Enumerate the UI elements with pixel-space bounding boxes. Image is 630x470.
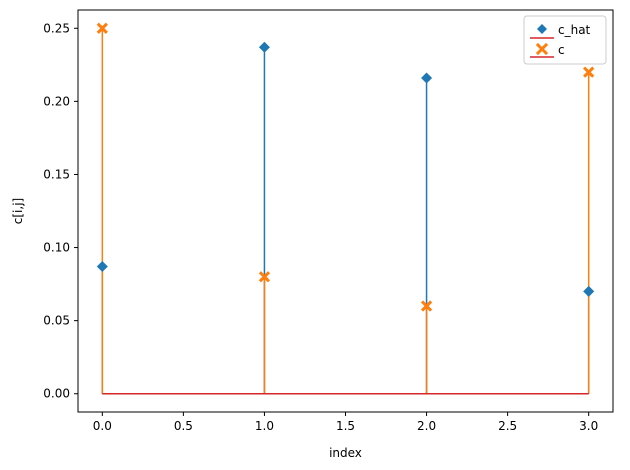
x-axis-ticks: 0.0 0.5 1.0 1.5 2.0 2.5 3.0 xyxy=(93,412,598,433)
y-tick-label: 0.10 xyxy=(43,241,70,255)
stem-lines xyxy=(101,28,590,394)
marker-c_hat-1 xyxy=(258,41,270,53)
x-tick-label: 1.5 xyxy=(336,419,355,433)
x-tick-label: 2.5 xyxy=(498,419,517,433)
marker-c-2 xyxy=(420,300,433,312)
y-axis-label: c[i,j] xyxy=(11,198,25,224)
legend: c_hat c xyxy=(523,15,607,65)
x-tick-label: 2.0 xyxy=(417,419,436,433)
plot-frame xyxy=(77,9,614,413)
x-tick-label: 1.0 xyxy=(255,419,274,433)
x-tick-label: 3.0 xyxy=(579,419,598,433)
marker-c_hat-0 xyxy=(96,261,108,273)
legend-chat-label: c_hat xyxy=(558,23,591,37)
y-tick-label: 0.20 xyxy=(43,94,70,108)
x-tick-label: 0.5 xyxy=(174,419,193,433)
legend-c-marker xyxy=(535,42,549,56)
marker-c-3 xyxy=(583,66,595,78)
data-markers xyxy=(96,22,595,312)
marker-c-1 xyxy=(258,271,271,283)
y-tick-label: 0.15 xyxy=(43,167,70,181)
y-tick-label: 0.00 xyxy=(43,387,70,401)
marker-c_hat-2 xyxy=(421,72,433,84)
legend-c-label: c xyxy=(558,43,565,57)
y-axis-ticks: 0.00 0.05 0.10 0.15 0.20 0.25 xyxy=(43,21,78,401)
x-tick-label: 0.0 xyxy=(93,419,112,433)
legend-chat-marker xyxy=(537,24,547,34)
y-tick-label: 0.05 xyxy=(43,314,70,328)
marker-c-0 xyxy=(96,22,108,34)
y-tick-label: 0.25 xyxy=(43,21,70,35)
x-axis-label: index xyxy=(329,446,362,460)
marker-c_hat-3 xyxy=(583,285,595,297)
